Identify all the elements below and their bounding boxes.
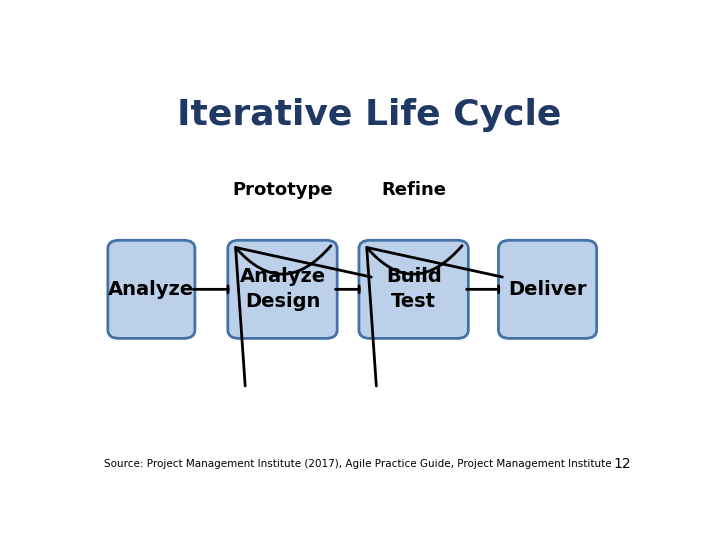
Text: Refine: Refine	[381, 180, 446, 199]
FancyArrowPatch shape	[235, 246, 372, 386]
Text: Build
Test: Build Test	[386, 267, 441, 312]
FancyArrowPatch shape	[366, 246, 503, 386]
FancyBboxPatch shape	[359, 240, 468, 339]
FancyBboxPatch shape	[228, 240, 337, 339]
Text: Iterative Life Cycle: Iterative Life Cycle	[177, 98, 561, 132]
Text: Analyze
Design: Analyze Design	[240, 267, 325, 312]
FancyBboxPatch shape	[498, 240, 597, 339]
Text: Prototype: Prototype	[232, 180, 333, 199]
Text: Source: Project Management Institute (2017), Agile Practice Guide, Project Manag: Source: Project Management Institute (20…	[104, 459, 612, 469]
Text: Deliver: Deliver	[508, 280, 587, 299]
Text: 12: 12	[613, 457, 631, 471]
Text: Analyze: Analyze	[108, 280, 194, 299]
FancyBboxPatch shape	[108, 240, 195, 339]
